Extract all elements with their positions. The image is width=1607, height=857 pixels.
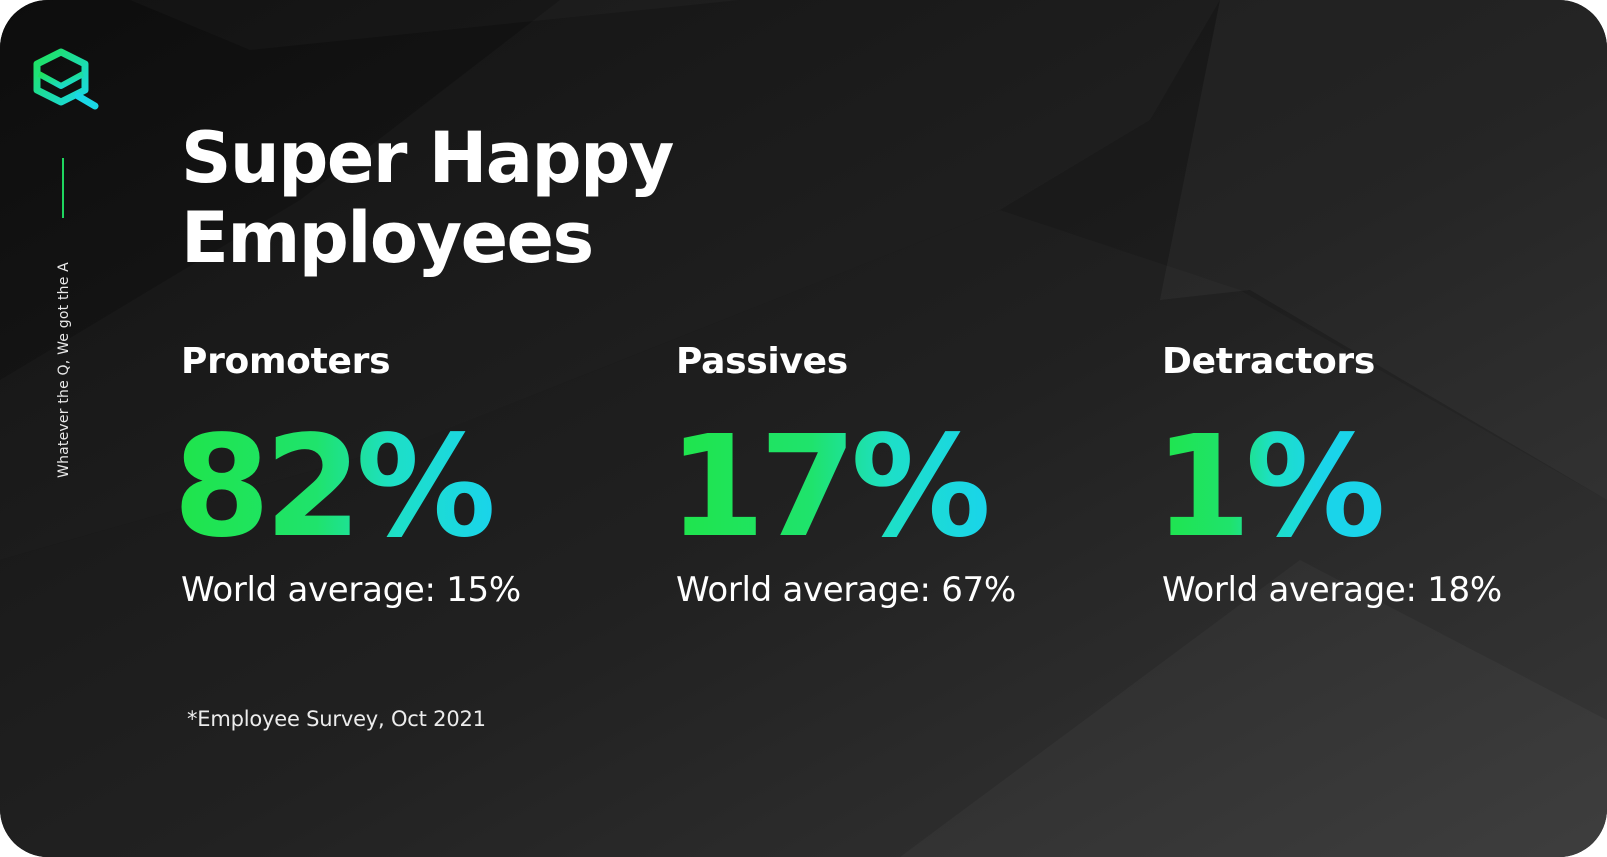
- stat-value: 82%: [173, 406, 498, 569]
- side-divider-line: [62, 158, 64, 218]
- stat-label: Detractors: [1162, 341, 1376, 382]
- page-title: Super Happy Employees: [181, 117, 674, 279]
- svg-text:82%: 82%: [173, 406, 492, 569]
- footnote: *Employee Survey, Oct 2021: [187, 707, 486, 731]
- stat-detractors: Detractors 1% World average: 18%: [1154, 340, 1582, 610]
- title-line-2: Employees: [181, 197, 594, 279]
- stat-promoters: Promoters 82% World average: 15%: [173, 340, 601, 610]
- hexagon-q-logo-icon: [33, 48, 99, 110]
- stat-value: 17%: [668, 406, 993, 569]
- svg-text:17%: 17%: [668, 406, 987, 569]
- stat-label: Promoters: [181, 341, 391, 382]
- title-line-1: Super Happy: [181, 117, 674, 199]
- tagline-vertical: Whatever the Q, We got the A: [56, 262, 72, 478]
- stat-world-average: World average: 18%: [1162, 570, 1502, 610]
- svg-text:1%: 1%: [1154, 406, 1381, 569]
- stat-world-average: World average: 15%: [181, 570, 521, 610]
- stat-passives: Passives 17% World average: 67%: [668, 340, 1096, 610]
- stat-label: Passives: [676, 341, 848, 382]
- stat-value: 1%: [1154, 406, 1387, 569]
- stat-world-average: World average: 67%: [676, 570, 1016, 610]
